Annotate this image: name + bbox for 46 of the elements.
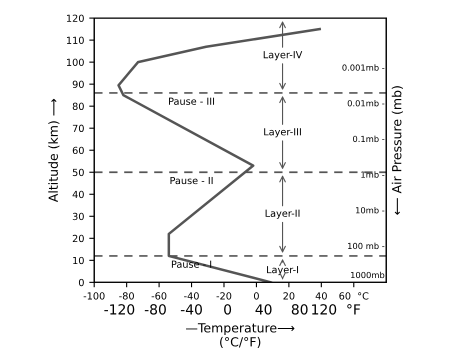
x-tick-label: -100	[84, 292, 105, 300]
x-tick-label: 40	[316, 292, 327, 300]
y-tick-label: 60	[72, 146, 84, 154]
x2-tick-label: -120	[104, 304, 134, 315]
annotation: Layer-III	[264, 128, 301, 138]
y-tick-label: 40	[72, 190, 84, 198]
x-tick-label: 0	[254, 292, 259, 300]
annotation: Layer-II	[266, 210, 300, 219]
y-tick-label: 120	[66, 14, 84, 22]
annotation: 10mb -	[356, 206, 384, 214]
x-axis-title: —Temperature⟶ (°C/°F)	[186, 323, 294, 348]
annotation: Layer-I	[267, 266, 298, 276]
y-tick-label: 110	[66, 36, 84, 44]
y-tick-label: 20	[72, 234, 84, 242]
annotation: Layer-IV	[264, 51, 302, 60]
y-tick-label: 90	[72, 80, 84, 88]
ref-line-label: Pause - II	[170, 176, 213, 184]
ref-line-label: Pause - III	[169, 98, 214, 105]
x2-tick-label: 40	[255, 304, 272, 315]
annotation: 0.1mb -	[352, 136, 384, 142]
x-tick-label: -20	[216, 292, 232, 300]
y-axis-title: Altitude (km) ⟶	[48, 98, 60, 202]
y-tick-label: 70	[72, 124, 84, 132]
x2-tick-label: 0	[224, 304, 232, 315]
annotation: 0.001mb -	[342, 64, 384, 71]
x2-tick-label: 80	[292, 304, 308, 315]
x-tick-label: 60 °C	[339, 292, 368, 300]
y-tick-label: 10	[73, 256, 84, 264]
x2-tick-label: -80	[144, 304, 166, 315]
annotation: 1mb -	[361, 171, 384, 178]
x-tick-label: -60	[152, 292, 166, 300]
x-tick-label: -40	[184, 292, 199, 300]
x2-tick-label: 120 °F	[312, 304, 360, 315]
y-tick-label: 30	[72, 212, 84, 220]
y-tick-label: 100	[66, 58, 84, 66]
x2-tick-label: -40	[180, 304, 202, 315]
x-tick-label: 20	[283, 292, 294, 300]
y-tick-label: 0	[78, 278, 84, 286]
x-tick-label: -80	[119, 292, 134, 300]
annotation: 1000mb	[351, 272, 384, 278]
y-tick-label: 50	[72, 168, 84, 176]
annotation: 0.01mb -	[348, 100, 384, 106]
y-tick-label: 80	[72, 102, 84, 110]
ref-line-label: Pause - I	[172, 260, 212, 268]
annotation: 100 mb -	[348, 242, 384, 250]
y2-axis-title: ⟵ Air Pressure (mb)	[392, 86, 403, 215]
